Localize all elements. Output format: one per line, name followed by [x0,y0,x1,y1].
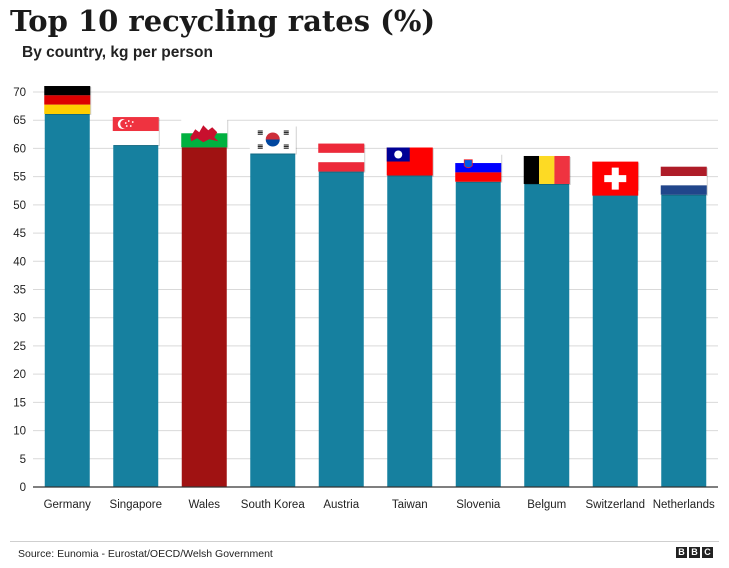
x-tick-label: Wales [188,499,220,511]
netherlands-flag-icon [660,166,708,196]
bar [181,147,227,488]
x-tick-label: Singapore [110,499,162,511]
austria-flag-icon [318,143,366,173]
x-tick-label: Taiwan [392,499,428,511]
y-tick-label: 20 [13,369,26,381]
source-note: Source: Eunomia - Eurostat/OECD/Welsh Go… [18,548,273,560]
switzerland-flag-icon [592,161,640,196]
y-tick-label: 25 [13,341,26,353]
y-tick-label: 5 [20,454,26,466]
bar [524,183,570,487]
bar [387,175,433,487]
chart-title: Top 10 recycling rates (%) [10,4,436,38]
y-tick-label: 35 [13,285,26,297]
bar [318,171,364,488]
y-tick-label: 10 [13,426,26,438]
bar [455,181,501,487]
bar [592,189,638,487]
y-tick-label: 70 [13,87,26,99]
x-tick-label: Austria [323,499,359,511]
bbc-logo: B B C [676,547,713,558]
y-tick-label: 60 [13,143,26,155]
y-tick-label: 30 [13,313,26,325]
singapore-flag-icon [112,117,160,147]
bbc-logo-letter: C [702,547,713,558]
x-tick-label: Germany [44,499,92,511]
y-tick-label: 55 [13,172,26,184]
slovenia-flag-icon [455,153,503,183]
x-tick-label: Belgum [527,499,566,511]
belgium-flag-icon [523,155,571,185]
x-tick-label: Switzerland [586,499,645,511]
y-tick-label: 15 [13,397,26,409]
germany-flag-icon [44,86,92,116]
footer-divider [10,541,719,542]
y-tick-label: 45 [13,228,26,240]
taiwan-flag-icon [386,147,434,177]
south-korea-flag-icon [249,125,297,155]
y-tick-label: 65 [13,115,26,127]
x-tick-label: South Korea [241,499,306,511]
y-tick-label: 0 [20,482,26,494]
bar [661,194,707,487]
bar [113,145,159,488]
chart-subtitle: By country, kg per person [22,44,213,61]
bbc-logo-letter: B [689,547,700,558]
wales-flag-icon [181,119,229,149]
x-tick-label: Netherlands [653,499,715,511]
bbc-logo-letter: B [676,547,687,558]
y-tick-label: 40 [13,256,26,268]
y-tick-label: 50 [13,200,26,212]
x-tick-label: Slovenia [456,499,501,511]
bar-chart: 0 5 10 15 20 25 30 35 40 45 50 55 60 65 70 Germany Singa… [13,86,718,511]
bar [44,114,90,487]
bar [250,153,296,487]
